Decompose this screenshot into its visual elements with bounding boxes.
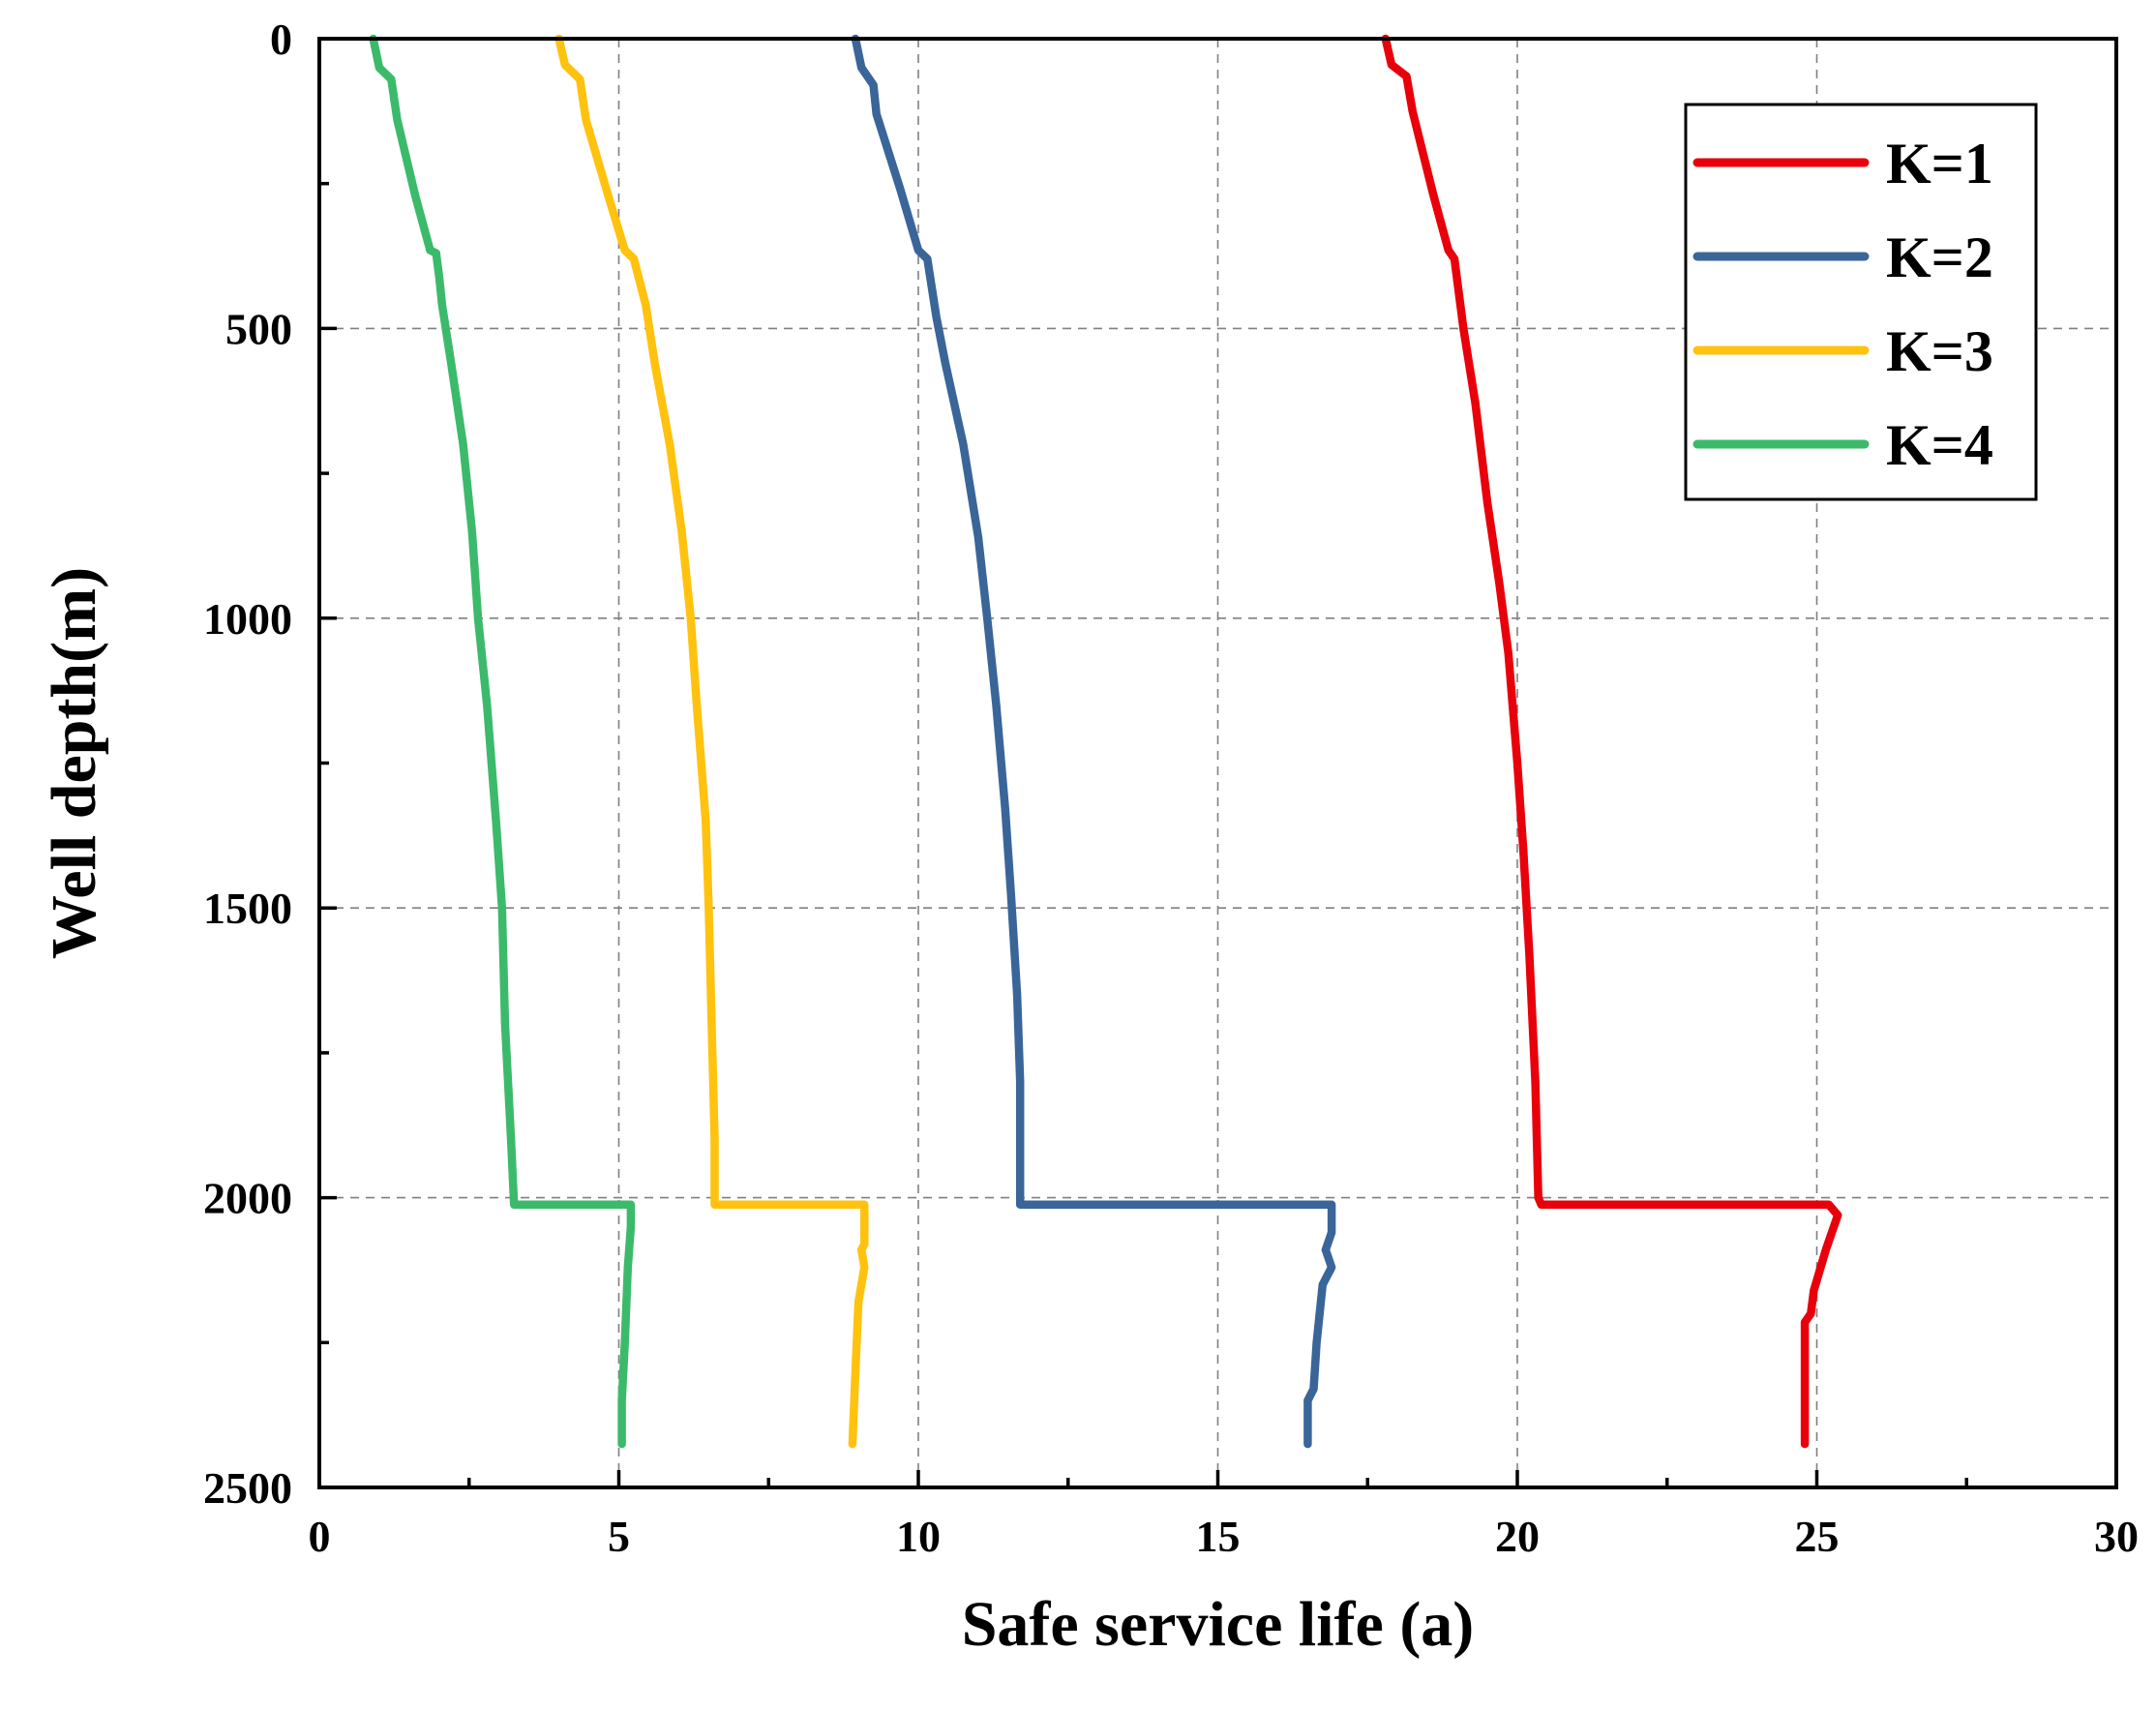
legend-label-k2: K=2 xyxy=(1886,225,1993,289)
legend: K=1 K=2 K=3 K=4 xyxy=(1684,103,2038,501)
x-tick-label: 15 xyxy=(1196,1512,1241,1561)
y-tick-label: 1000 xyxy=(203,594,292,644)
x-tick-label: 30 xyxy=(2094,1512,2139,1561)
legend-label-k1: K=1 xyxy=(1886,132,1993,195)
series-line-k4 xyxy=(369,34,636,1449)
x-tick-label: 10 xyxy=(896,1512,941,1561)
y-axis-title: Well depth(m) xyxy=(39,567,109,959)
x-tick-label: 0 xyxy=(309,1512,331,1561)
y-tick-label: 1500 xyxy=(203,884,292,933)
y-tick-label: 2000 xyxy=(203,1174,292,1223)
x-axis-title: Safe service life (a) xyxy=(962,1589,1475,1660)
x-tick-label: 20 xyxy=(1495,1512,1540,1561)
x-tick-label: 5 xyxy=(608,1512,630,1561)
series-line-k1 xyxy=(1381,34,1842,1449)
legend-label-k4: K=4 xyxy=(1886,413,1993,477)
x-tick-label: 25 xyxy=(1795,1512,1840,1561)
legend-box xyxy=(1684,103,2038,501)
series-line-k2 xyxy=(851,34,1336,1449)
grid xyxy=(319,39,2116,1487)
y-tick-label: 500 xyxy=(225,304,292,353)
tick-labels: 0 5 10 15 20 25 30 0 500 1000 1500 2000 2500 xyxy=(203,15,2139,1561)
ticks xyxy=(317,37,2118,1489)
y-tick-label: 2500 xyxy=(203,1463,292,1513)
y-tick-label: 0 xyxy=(270,15,292,64)
series-line-k3 xyxy=(554,34,869,1449)
legend-label-k3: K=3 xyxy=(1886,319,1993,383)
series-group xyxy=(369,34,1842,1449)
